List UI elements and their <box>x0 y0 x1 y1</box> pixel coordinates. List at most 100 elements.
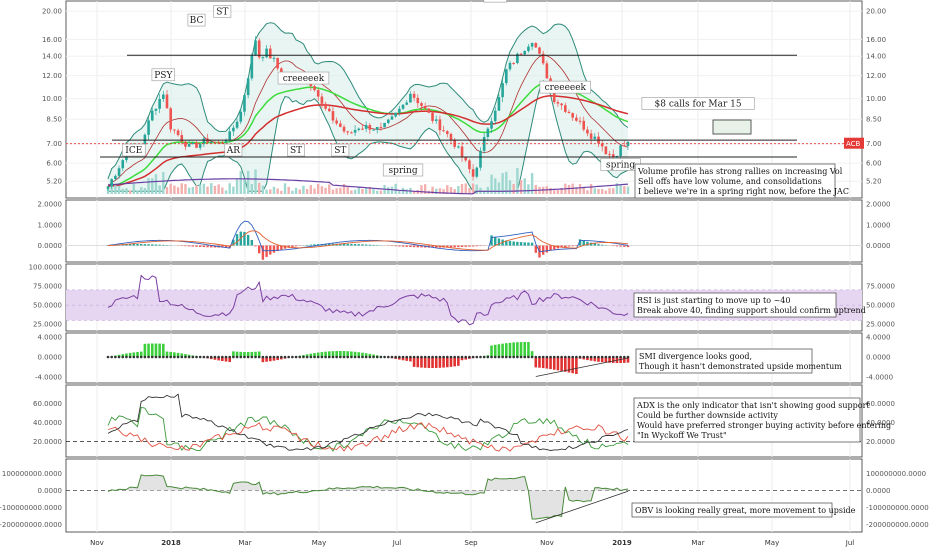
smi-zero-dot <box>472 356 475 359</box>
volume-bar <box>619 184 621 194</box>
smi-bar <box>512 342 515 357</box>
macd-hist-bar <box>465 246 467 247</box>
x-tick-label: May <box>765 539 779 547</box>
price-tick-left: 5.20 <box>46 178 62 186</box>
smi-zero-dot <box>498 356 501 359</box>
volume-bar <box>535 185 537 194</box>
volume-bar <box>181 183 183 194</box>
volume-bar <box>232 187 234 194</box>
candle-body <box>490 121 493 129</box>
smi-zero-dot <box>188 356 191 359</box>
macd-hist-bar <box>627 246 629 248</box>
macd-hist-bar <box>195 246 197 247</box>
volume-bar <box>173 186 175 194</box>
volume-bar <box>221 187 223 194</box>
candle-body <box>487 129 490 137</box>
macd-hist-bar <box>310 245 312 246</box>
smi-zero-dot <box>505 356 508 359</box>
candle-body <box>498 97 501 111</box>
candle-body <box>151 111 154 121</box>
ticker-label: ACB <box>846 140 861 148</box>
price-note-line: I believe we're in a spring right now, b… <box>638 187 849 196</box>
candle-body <box>531 43 534 47</box>
volume-bar <box>509 180 511 194</box>
candle-body <box>357 129 360 130</box>
volume-bar <box>365 188 367 194</box>
candle-body <box>321 97 324 104</box>
x-tick-label: 2018 <box>161 539 181 547</box>
smi-zero-dot <box>192 356 195 359</box>
smi-bar <box>557 357 560 370</box>
macd-hist-bar <box>520 242 522 245</box>
smi-zero-dot <box>405 356 408 359</box>
candle-body <box>269 49 272 59</box>
macd-hist-bar <box>509 241 511 246</box>
candle-body <box>247 78 250 95</box>
candle-body <box>520 54 523 55</box>
macd-hist-bar <box>398 246 400 247</box>
volume-bar <box>350 190 352 194</box>
x-tick-label: Sep <box>464 539 478 547</box>
volume-bar <box>184 184 186 194</box>
smi-zero-dot <box>546 356 549 359</box>
smi-zero-dot <box>549 356 552 359</box>
candle-body <box>144 135 147 145</box>
annotation-text: creeeeek <box>283 74 325 84</box>
candle-body <box>394 113 397 117</box>
candle-body <box>221 142 224 143</box>
volume-bar <box>206 187 208 194</box>
macd-hist-bar <box>365 245 367 246</box>
smi-zero-dot <box>151 356 154 359</box>
macd-hist-bar <box>601 245 603 246</box>
volume-bar <box>627 187 629 194</box>
volume-bar <box>324 188 326 194</box>
smi-zero-dot <box>195 356 198 359</box>
smi-zero-dot <box>575 356 578 359</box>
smi-zero-dot <box>398 356 401 359</box>
smi-zero-dot <box>354 356 357 359</box>
smi-zero-dot <box>527 356 530 359</box>
smi-zero-dot <box>280 356 283 359</box>
smi-tick-right: -4.0000 <box>866 374 893 382</box>
volume-bar <box>358 187 360 194</box>
macd-hist-bar <box>269 246 271 255</box>
x-tick-label: Nov <box>90 539 104 547</box>
smi-zero-dot <box>413 356 416 359</box>
macd-hist-bar <box>192 246 194 247</box>
volume-bar <box>465 183 467 194</box>
macd-hist-bar <box>524 242 526 245</box>
macd-hist-bar <box>258 246 260 254</box>
smi-zero-dot <box>597 356 600 359</box>
smi-zero-dot <box>332 356 335 359</box>
smi-bar <box>144 344 147 357</box>
smi-bar <box>446 357 449 367</box>
volume-bar <box>136 190 138 194</box>
volume-bar <box>118 186 120 194</box>
candle-body <box>214 142 217 143</box>
smi-zero-dot <box>582 356 585 359</box>
candle-body <box>376 127 379 130</box>
smi-bar <box>431 357 434 368</box>
candle-body <box>420 103 423 106</box>
macd-hist-bar <box>450 246 452 248</box>
smi-zero-dot <box>361 356 364 359</box>
smi-zero-dot <box>324 356 327 359</box>
smi-bar <box>428 357 431 368</box>
annotation-text: AR <box>226 146 240 156</box>
obv-note-line: OBV is looking really great, more moveme… <box>635 506 856 515</box>
candle-body <box>335 121 338 124</box>
volume-bar <box>229 183 231 194</box>
volume-bar <box>332 190 334 194</box>
candle-body <box>243 95 246 112</box>
smi-zero-dot <box>468 356 471 359</box>
volume-bar <box>579 184 581 194</box>
volume-bar <box>472 183 474 194</box>
volume-bar <box>608 188 610 194</box>
volume-bar <box>461 184 463 194</box>
candle-body <box>605 146 608 154</box>
candle-body <box>118 168 121 176</box>
price-tick-left: 8.50 <box>46 116 62 124</box>
candle-body <box>173 129 176 130</box>
smi-zero-dot <box>295 356 298 359</box>
candle-body <box>590 133 593 138</box>
